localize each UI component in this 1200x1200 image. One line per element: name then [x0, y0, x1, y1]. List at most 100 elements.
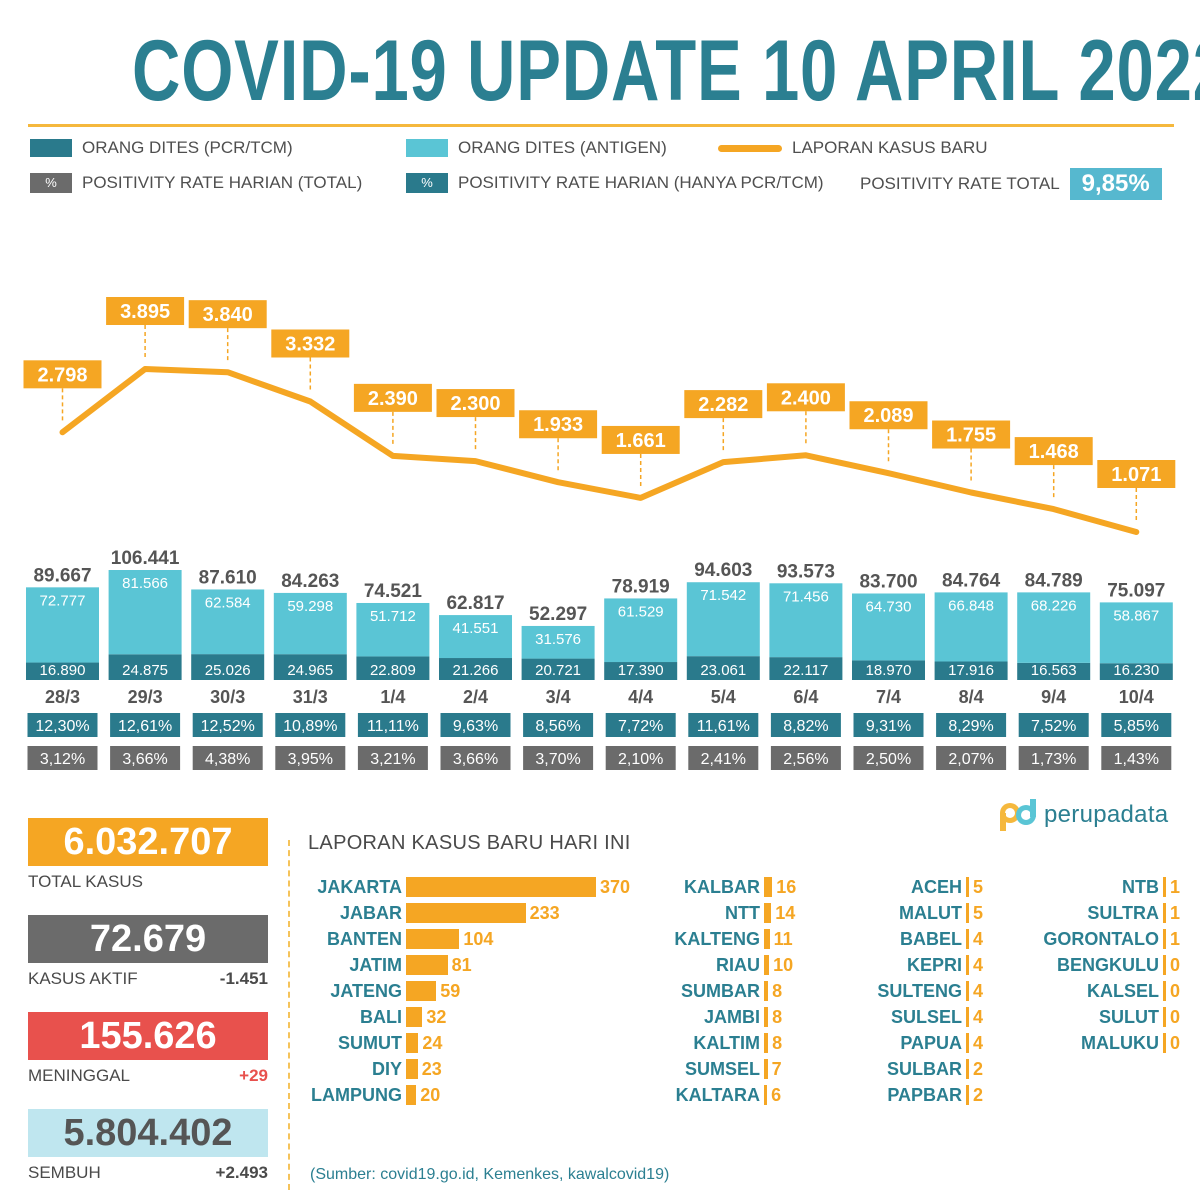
province-value: 8 [772, 980, 783, 1001]
rate-total-label: 2,50% [866, 751, 911, 768]
legend-antigen: ORANG DITES (ANTIGEN) [406, 138, 667, 158]
pcr-value-label: 17.390 [618, 662, 664, 679]
province-row: KALSEL 0 [0, 980, 1200, 1002]
province-name: KALSEL [1087, 980, 1159, 1001]
bar-antigen [852, 593, 925, 661]
bar-pcr [1017, 662, 1091, 680]
pcr-value-label: 22.117 [784, 662, 829, 679]
rate-pcr-label: 11,11% [367, 718, 419, 735]
province-row: JAMBI 8 [0, 1006, 1200, 1028]
cases-label-box [436, 389, 515, 418]
legend-rate-total-label: POSITIVITY RATE HARIAN (TOTAL) [82, 173, 363, 192]
bar-pcr [356, 656, 430, 680]
province-row: SULBAR 2 [0, 1058, 1200, 1080]
total-tests-label: 93.573 [777, 561, 835, 582]
stat-panel: 5.804.402 SEMBUH +2.493 [28, 1109, 268, 1183]
rate-pcr-label: 11,61% [697, 718, 750, 735]
province-bar [966, 955, 969, 975]
province-name: SULBAR [887, 1058, 962, 1079]
province-bar [406, 903, 526, 923]
legend-pcr-swatch [30, 139, 72, 157]
pcr-value-label: 18.970 [866, 662, 912, 679]
pcr-value-label: 17.916 [948, 662, 994, 679]
province-title: LAPORAN KASUS BARU HARI INI [308, 832, 631, 854]
cases-label-box [353, 383, 432, 412]
rate-total-box [523, 746, 594, 770]
legend-antigen-swatch [406, 139, 448, 157]
bar-pcr [439, 658, 512, 680]
province-value: 1 [1170, 928, 1181, 949]
stat-label: KASUS AKTIF [28, 969, 138, 988]
antigen-value-label: 66.848 [948, 597, 994, 614]
province-name: JAMBI [703, 1006, 760, 1027]
legend-pcr: ORANG DITES (PCR/TCM) [30, 138, 293, 158]
province-row: BALI 32 [0, 1006, 1200, 1028]
rate-pcr-label: 5,85% [1114, 718, 1159, 735]
province-bar [764, 1007, 769, 1027]
province-name: BALI [360, 1006, 402, 1027]
province-row: PAPUA 4 [0, 1032, 1200, 1054]
rate-pcr-box [770, 713, 841, 737]
province-row: BABEL 4 [0, 928, 1200, 950]
province-name: KALBAR [684, 876, 760, 897]
legend-pcr-label: ORANG DITES (PCR/TCM) [82, 138, 293, 157]
cases-value-label: 2.798 [37, 364, 87, 386]
cases-value-label: 1.933 [533, 414, 583, 436]
province-name: JATIM [349, 954, 402, 975]
province-value: 104 [463, 928, 494, 949]
province-row: KALTARA 6 [0, 1084, 1200, 1106]
bar-antigen [439, 615, 512, 659]
province-name: ACEH [910, 876, 962, 897]
total-tests-label: 84.263 [281, 571, 339, 592]
province-row: KALBAR 16 [0, 876, 1200, 898]
province-bar [966, 1085, 969, 1105]
rate-pcr-box [1018, 713, 1089, 737]
cases-label-box [23, 360, 102, 389]
rate-pcr-box [192, 713, 263, 737]
province-value: 370 [600, 876, 631, 897]
province-bar [966, 903, 969, 923]
province-name: NTT [725, 902, 760, 923]
antigen-value-label: 58.867 [1113, 607, 1159, 624]
rate-pcr-label: 12,52% [201, 718, 255, 735]
stat-label: TOTAL KASUS [28, 872, 143, 891]
date-label: 10/4 [1119, 687, 1154, 707]
province-name: RIAU [716, 954, 760, 975]
province-bar [966, 1059, 969, 1079]
province-name: LAMPUNG [311, 1084, 402, 1105]
stat-label: SEMBUH [28, 1163, 101, 1182]
rate-total-box [27, 746, 98, 770]
province-bar [406, 929, 460, 949]
cases-label-box [1014, 437, 1093, 466]
rate-total-label: 2,56% [783, 751, 828, 768]
stat-label-row: TOTAL KASUS [28, 872, 268, 892]
province-row: RIAU 10 [0, 954, 1200, 976]
province-row: SULTRA 1 [0, 902, 1200, 924]
province-row: KALTIM 8 [0, 1032, 1200, 1054]
bar-pcr [852, 660, 925, 680]
province-value: 59 [440, 980, 461, 1001]
date-label: 6/4 [793, 687, 818, 707]
province-value: 24 [422, 1032, 443, 1053]
date-label: 4/4 [628, 687, 653, 707]
rate-total-label: 3,12% [40, 751, 85, 768]
pcr-value-label: 16.563 [1031, 662, 1077, 679]
pcr-value-label: 24.965 [287, 662, 333, 679]
rate-pcr-label: 12,61% [118, 718, 172, 735]
date-label: 3/4 [546, 687, 571, 707]
cases-value-label: 1.661 [616, 430, 666, 452]
province-value: 16 [776, 876, 797, 897]
total-tests-label: 62.817 [446, 593, 504, 614]
province-bar [406, 981, 437, 1001]
province-bar [1163, 981, 1166, 1001]
bar-antigen [191, 589, 265, 655]
rate-total-box [192, 746, 263, 770]
province-value: 11 [773, 928, 793, 949]
cases-label-box [106, 297, 185, 325]
bar-pcr [108, 654, 182, 680]
bar-pcr [1099, 663, 1173, 680]
stat-panel: 72.679 KASUS AKTIF -1.451 [28, 915, 268, 989]
bar-pcr [26, 662, 99, 680]
bar-antigen [108, 570, 182, 655]
bar-antigen [1017, 592, 1091, 663]
